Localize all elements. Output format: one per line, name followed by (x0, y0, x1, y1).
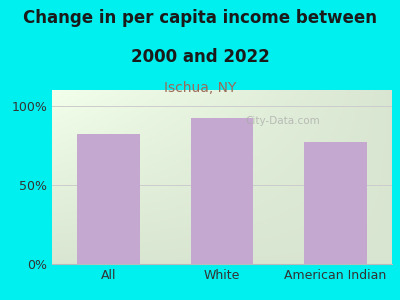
Text: Ischua, NY: Ischua, NY (164, 81, 236, 95)
Bar (304, 142, 366, 264)
Text: 2000 and 2022: 2000 and 2022 (131, 48, 269, 66)
Text: Change in per capita income between: Change in per capita income between (23, 9, 377, 27)
Bar (78, 134, 140, 264)
Text: City-Data.com: City-Data.com (246, 116, 320, 126)
Bar (191, 118, 253, 264)
